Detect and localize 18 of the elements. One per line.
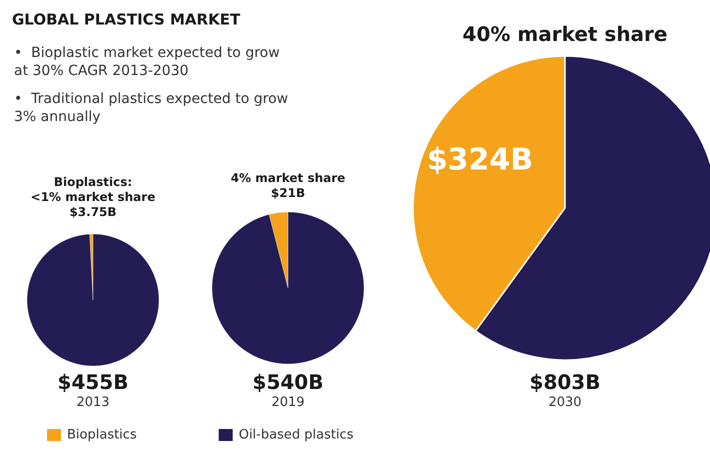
text: GLOBAL PLASTICS MARKET <box>12 10 241 28</box>
text: 4% market share <box>230 171 346 185</box>
text: 2019 <box>271 395 305 410</box>
text: • Bioplastic market expected to grow at 30% CAGR 2013-2030 <box>14 45 284 79</box>
text: Bioplastics: <box>54 175 132 189</box>
text: • Traditional plastics expected to grow 3% annually <box>14 91 293 125</box>
text: 2030 <box>548 395 582 410</box>
text: $21B <box>270 186 306 200</box>
legend-label: Bioplastics <box>67 428 137 442</box>
text: $324B <box>426 142 534 178</box>
text: $3.75B <box>69 205 117 219</box>
text: $455B <box>58 370 128 394</box>
text: 40% market share <box>462 22 668 46</box>
text: $803B <box>530 370 600 394</box>
text: <1% market share <box>30 190 156 204</box>
text: $540B <box>252 370 324 394</box>
legend-label: Oil-based plastics <box>238 428 354 442</box>
text: 2013 <box>76 395 110 410</box>
